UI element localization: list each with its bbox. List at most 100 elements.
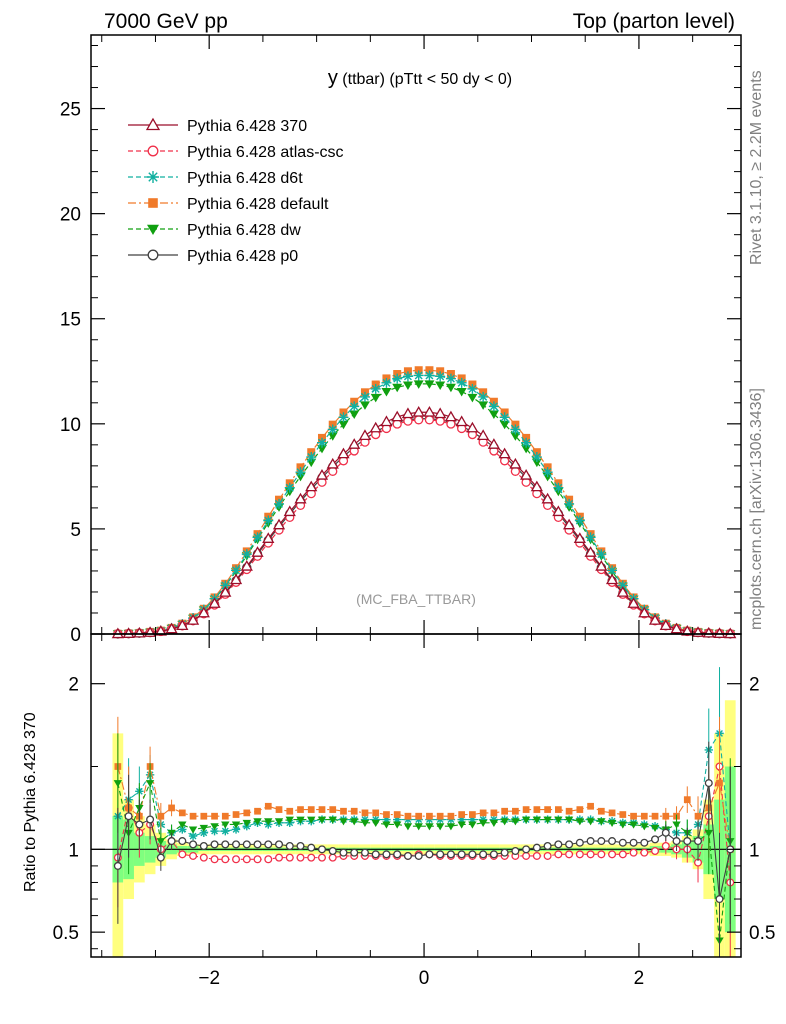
main-point [402, 371, 413, 382]
ratio-point [587, 802, 594, 810]
ratio-point [221, 840, 230, 849]
ratio-point [554, 850, 563, 859]
ratio-point [382, 821, 391, 829]
ratio-point [640, 812, 648, 820]
ratio-point [199, 853, 208, 862]
main-point [509, 457, 522, 469]
main-point [564, 498, 575, 509]
legend-marker [147, 224, 159, 235]
ratio-point [274, 818, 284, 826]
ratio-point [661, 842, 670, 851]
ratio-point [242, 840, 251, 849]
ratio-ytick-label-right: 2 [749, 675, 760, 696]
analysis-watermark: (MC_FBA_TTBAR) [356, 591, 476, 607]
ratio-point [446, 823, 456, 831]
ratio-point [124, 812, 133, 821]
ratio-point [500, 818, 509, 826]
ratio-point [565, 840, 574, 849]
xtick-label: 2 [634, 968, 645, 989]
ratio-point [651, 812, 659, 820]
main-point [338, 412, 349, 423]
ratio-point [630, 812, 637, 820]
legend-marker [148, 198, 158, 208]
ratio-point [146, 815, 155, 824]
main-point [111, 627, 124, 639]
ratio-point [210, 823, 219, 831]
ratio-ytick-label-right: 1 [749, 840, 760, 861]
main-point [435, 416, 445, 426]
main-point [605, 573, 619, 585]
ratio-plot-area [91, 667, 741, 957]
main-point [435, 381, 446, 390]
main-point [499, 412, 510, 423]
ratio-point [178, 837, 187, 846]
legend-label: Pythia 6.428 p0 [187, 248, 298, 265]
main-point [294, 492, 307, 504]
main-point [477, 429, 490, 440]
main-point [520, 469, 533, 480]
rivet-label: Rivet 3.1.10, ≥ 2.2M events [748, 70, 765, 265]
main-point [176, 619, 189, 630]
main-point [616, 586, 629, 597]
ratio-point [512, 807, 519, 815]
main-ytick-label: 25 [60, 100, 81, 121]
ratio-point [231, 825, 241, 834]
ratio-point [501, 807, 508, 815]
main-point [349, 401, 360, 412]
main-point [392, 373, 403, 384]
ratio-point [328, 816, 337, 824]
main-point [122, 627, 135, 638]
main-series-layer [111, 366, 737, 639]
ratio-point [619, 811, 627, 818]
ratio-point [694, 837, 703, 846]
legend-entry: Pythia 6.428 default [128, 196, 329, 213]
ratio-point [618, 838, 627, 847]
main-point [359, 391, 370, 402]
ratio-point [254, 807, 261, 815]
main-point [510, 432, 521, 441]
ratio-point [716, 779, 723, 787]
ratio-point [651, 835, 660, 844]
legend-label: Pythia 6.428 atlas-csc [187, 144, 344, 161]
main-point [445, 373, 456, 384]
main-point [220, 580, 231, 591]
ratio-point [242, 819, 251, 828]
main-point [326, 457, 339, 469]
ratio-point [393, 850, 402, 859]
ratio-point [457, 850, 466, 859]
ratio-point [500, 848, 509, 857]
main-point [381, 377, 392, 388]
ratio-point [264, 855, 273, 864]
ratio-point [275, 840, 284, 849]
main-point [435, 371, 446, 382]
main-point [595, 560, 608, 571]
ratio-point [414, 823, 423, 831]
main-series-line [117, 374, 731, 635]
ratio-point [243, 809, 251, 817]
main-point [648, 614, 662, 625]
legend-label: Pythia 6.428 370 [187, 118, 307, 135]
ratio-point [629, 848, 638, 857]
ratio-point [178, 850, 187, 859]
main-point [263, 515, 274, 526]
main-point [424, 415, 435, 425]
ratio-point [167, 837, 176, 846]
ratio-point [436, 812, 444, 820]
ratio-point [328, 846, 337, 855]
ratio-point [360, 819, 370, 828]
ratio-point [231, 821, 241, 829]
main-point [315, 469, 329, 480]
ratio-point [393, 811, 401, 818]
ratio-point [575, 818, 585, 826]
main-point [327, 432, 338, 441]
ratio-point [189, 812, 197, 820]
ratio-series-line [117, 782, 731, 900]
ratio-point [242, 855, 251, 864]
main-series-line [117, 411, 731, 635]
main-point [596, 549, 607, 560]
legend-entry: Pythia 6.428 p0 [128, 248, 298, 265]
ratio-point [382, 815, 391, 824]
main-point [627, 597, 640, 608]
ratio-point [554, 816, 563, 824]
